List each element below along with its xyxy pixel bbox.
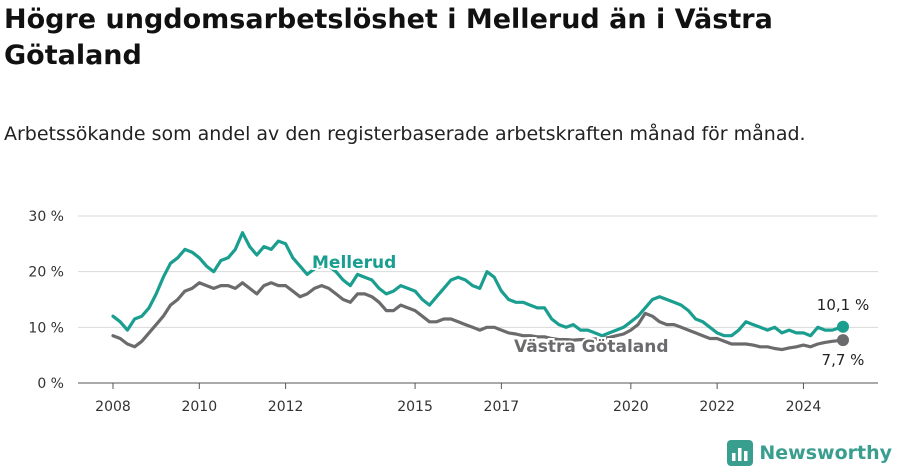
- series-end-marker: [837, 320, 849, 333]
- y-tick-label: 30 %: [28, 209, 64, 225]
- x-tick-label: 2022: [699, 399, 735, 415]
- x-tick-label: 2008: [95, 399, 131, 415]
- series-end-marker: [837, 334, 849, 347]
- x-tick-label: 2012: [268, 399, 304, 415]
- series-line-vastra-gotaland: [111, 281, 845, 352]
- x-tick-label: 2010: [181, 399, 217, 415]
- series-line-mellerud: [111, 231, 845, 338]
- y-tick-label: 20 %: [28, 265, 64, 281]
- x-tick-label: 2017: [484, 399, 520, 415]
- series-name-label: Mellerud: [312, 253, 396, 273]
- brand-name: Newsworthy: [759, 442, 892, 464]
- end-value-label: 10,1 %: [817, 296, 869, 314]
- newsworthy-logo-icon: [727, 440, 754, 466]
- y-tick-label: 0 %: [37, 376, 64, 392]
- series-name-label: Västra Götaland: [514, 337, 669, 357]
- chart-title: Högre ungdomsarbetslöshet i Mellerud än …: [4, 4, 773, 71]
- y-tick-label: 10 %: [28, 320, 64, 336]
- x-tick-label: 2015: [397, 399, 433, 415]
- end-value-label: 7,7 %: [822, 351, 865, 369]
- x-tick-label: 2020: [613, 399, 649, 415]
- brand-logo: Newsworthy: [727, 438, 892, 468]
- x-tick-label: 2024: [786, 399, 822, 415]
- chart-subtitle: Arbetssökande som andel av den registerb…: [4, 123, 806, 145]
